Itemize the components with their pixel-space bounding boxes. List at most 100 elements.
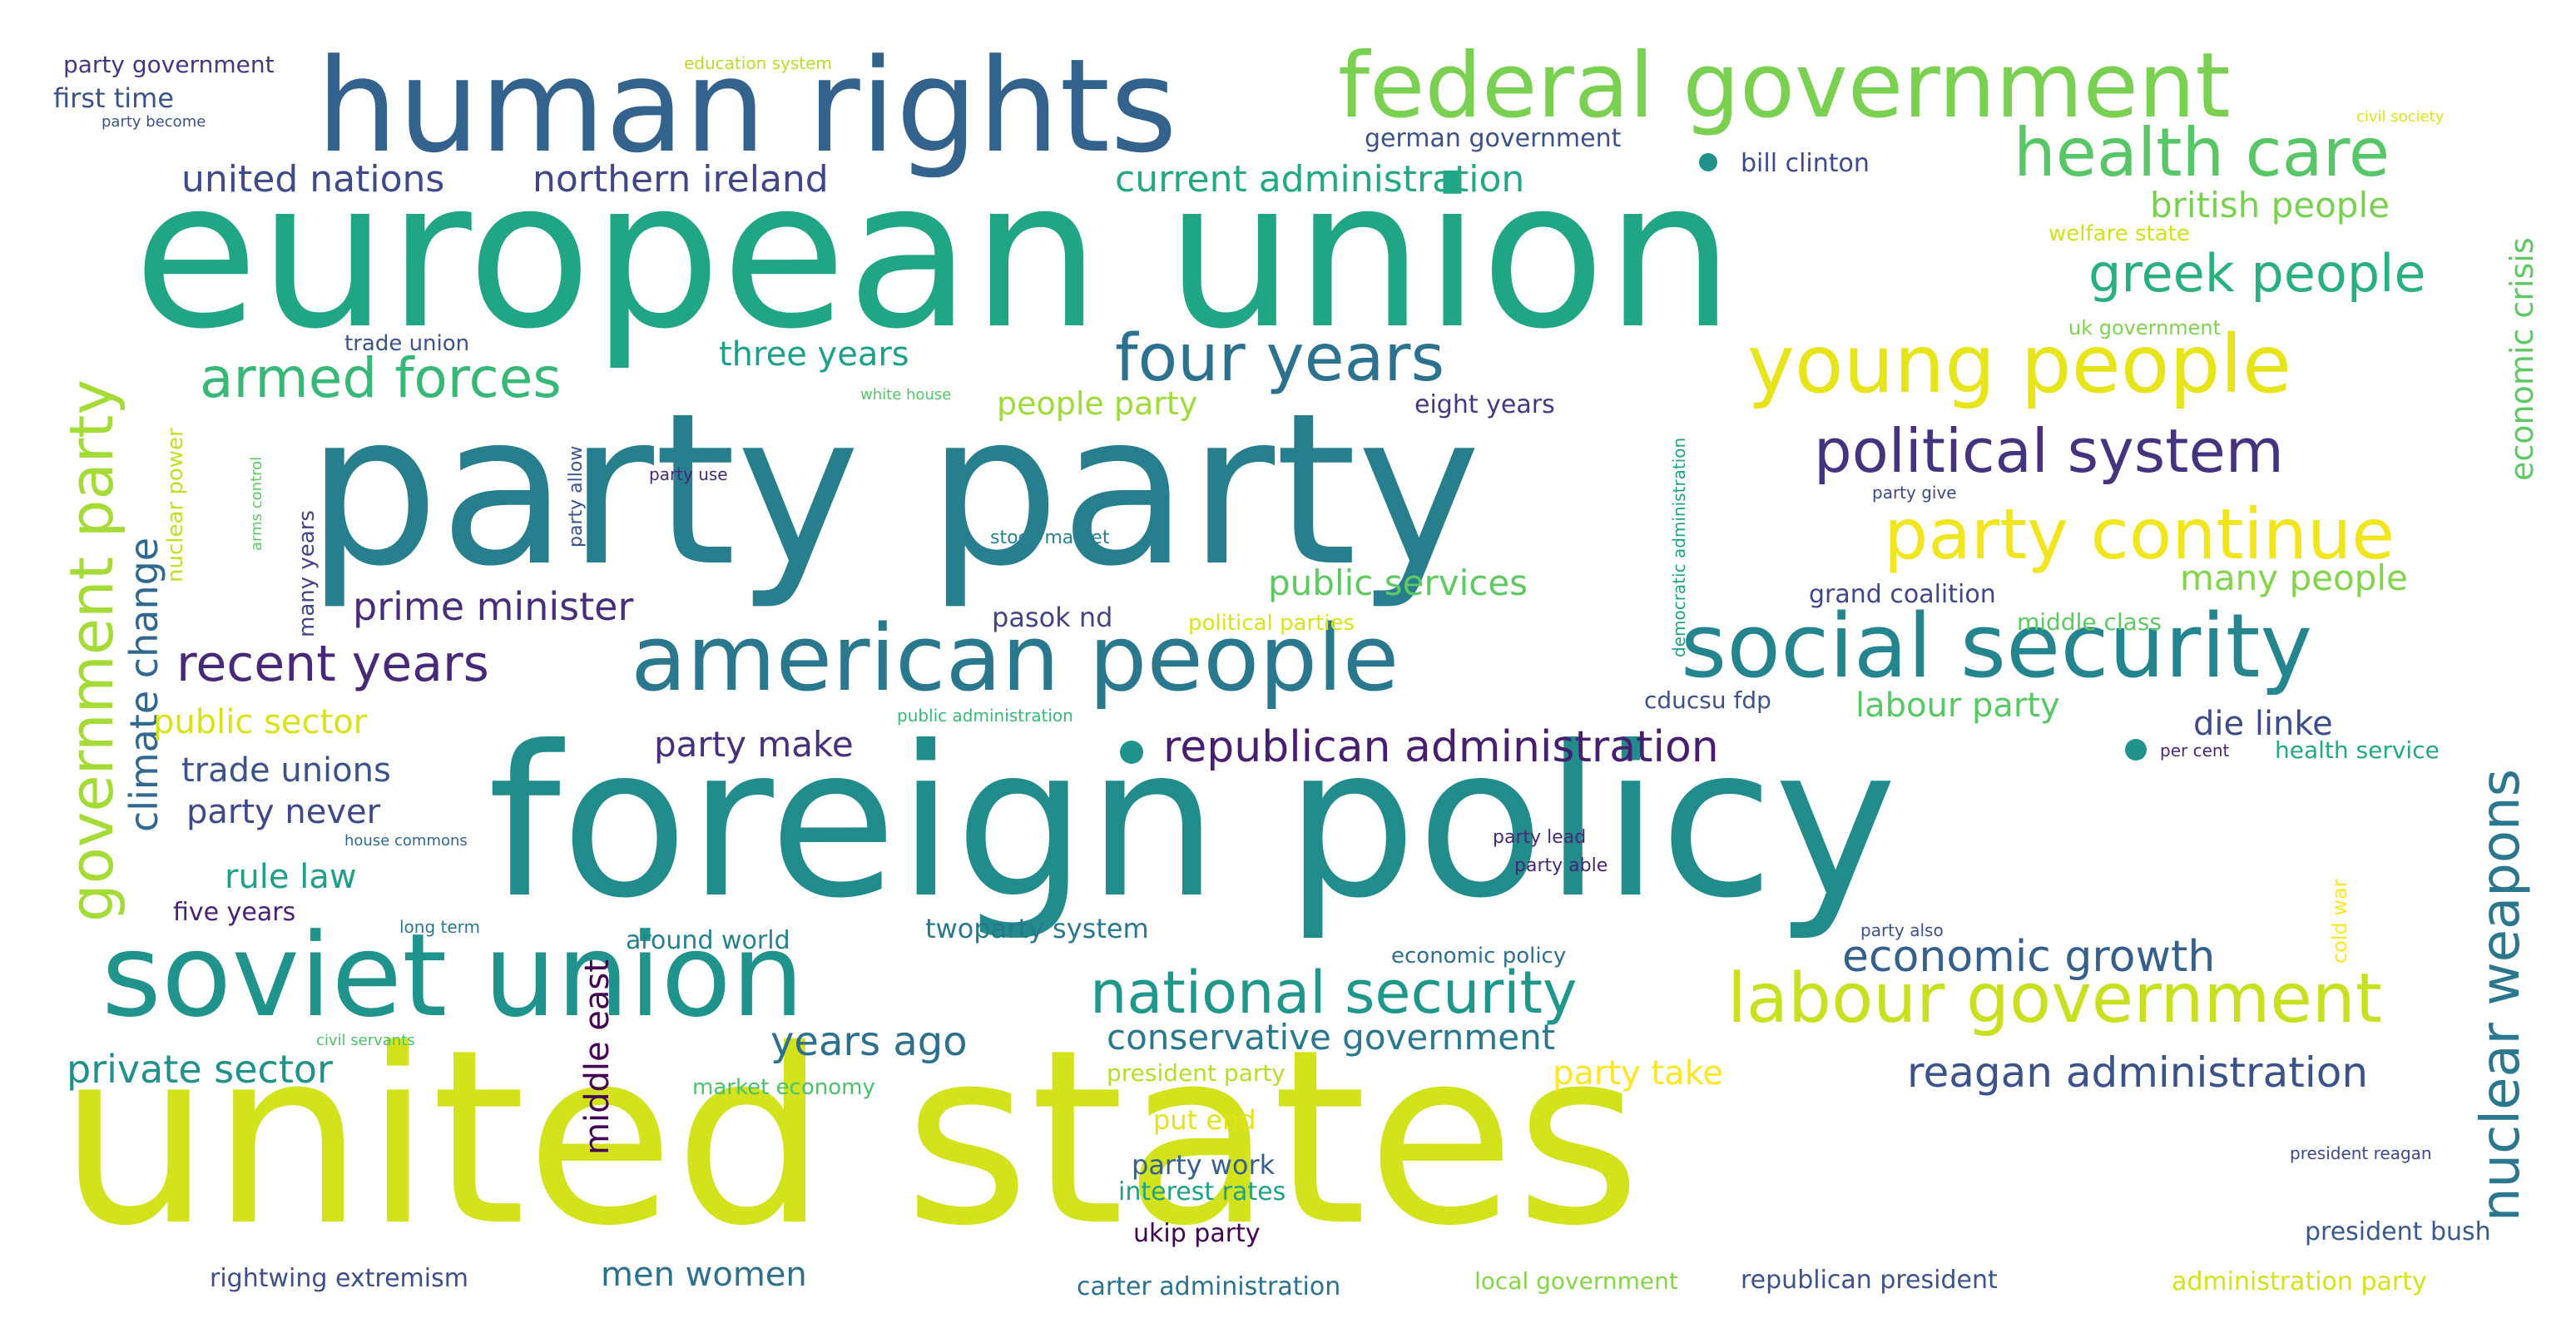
word: many years [295,510,320,637]
word: united nations [181,158,445,201]
word: ukip party [1133,1219,1261,1248]
word: economic crisis [2504,237,2540,481]
word: party make [654,724,854,765]
word: bill clinton [1741,149,1870,178]
word: economic growth [1842,932,2216,982]
word: five years [173,898,296,927]
word: party continue [1884,493,2395,575]
word: national security [1090,959,1578,1027]
word: many people [2180,558,2408,598]
word: carter administration [1077,1272,1341,1301]
word: economic policy [1391,944,1567,969]
word: market economy [692,1075,875,1100]
word: die linke [2193,705,2333,743]
word: first time [53,82,174,114]
word: conservative government [1107,1017,1556,1058]
word: climate change [121,537,166,832]
word: arms control [248,456,265,551]
word: armed forces [200,346,562,410]
word: civil servants [316,1032,415,1049]
word: party work [1132,1149,1276,1181]
word: recent years [176,635,489,693]
word: interest rates [1118,1177,1286,1207]
word: republican president [1741,1266,1998,1295]
word: president bush [2305,1217,2491,1246]
word: united states [58,999,1642,1279]
word: reagan administration [1907,1048,2369,1097]
word: northern ireland [533,158,829,201]
word: cold war [2328,879,2351,964]
word: pasok nd [992,602,1113,633]
word: welfare state [2048,221,2190,246]
word: stock market [990,528,1110,548]
word: political system [1814,416,2284,486]
word: local government [1474,1267,1678,1295]
word: government party [57,379,126,922]
word: civil society [2356,108,2445,126]
dot-3 [2125,739,2147,761]
word: nuclear power [163,428,188,582]
word: party allow [566,445,587,548]
word: nuclear weapons [2470,769,2532,1222]
word: republican administration [1163,722,1719,772]
word: private sector [67,1047,333,1092]
word: years ago [770,1018,968,1065]
word: labour government [1727,959,2382,1038]
word: trade unions [181,751,391,790]
word: soviet union [102,909,805,1043]
word: party government [63,51,275,78]
word: current administration [1115,158,1525,201]
word: prime minister [353,584,634,629]
word: administration party [2172,1267,2427,1296]
word: white house [860,386,952,404]
word: party also [1860,920,1944,940]
word: people party [997,385,1198,422]
word: put end [1153,1104,1256,1136]
word: four years [1115,321,1445,396]
word: foreign policy [488,701,1898,944]
word: party become [102,113,206,131]
word: greek people [2088,243,2426,304]
word: political parties [1188,611,1355,636]
word: party able [1514,855,1608,876]
word: uk government [2068,316,2222,339]
word: around world [626,926,790,955]
word: european union [133,136,1735,374]
word: president party [1107,1059,1286,1087]
word: party never [186,793,381,831]
word: three years [719,335,909,374]
word: twoparty system [925,913,1149,944]
word: rightwing extremism [210,1264,468,1293]
word: middle east [578,959,617,1155]
word: party give [1872,483,1957,503]
word: men women [601,1256,807,1294]
word: per cent [2160,741,2230,761]
word: rule law [225,858,357,896]
word: party lead [1493,827,1587,848]
word: american people [631,605,1399,711]
word: cducsu fdp [1644,686,1771,714]
word: party party [306,369,1481,612]
dot-1 [1699,153,1717,171]
word: trade union [344,331,470,356]
word: human rights [316,31,1177,181]
word: grand coalition [1809,580,1996,609]
word: federal government [1338,34,2231,138]
word: education system [684,53,832,73]
word: party take [1553,1054,1723,1093]
word: middle class [2017,608,2162,636]
word: british people [2150,185,2390,225]
dot-2 [1120,741,1143,764]
word: health care [2014,114,2390,191]
word: health service [2275,736,2440,764]
word: german government [1365,124,1622,153]
word: house commons [344,832,468,850]
word: eight years [1414,390,1555,419]
word: public services [1268,562,1528,603]
word: social security [1681,595,2313,697]
word: democratic administration [1669,437,1689,657]
word: labour party [1855,686,2060,725]
word: public administration [897,706,1073,726]
word: president reagan [2290,1143,2432,1163]
